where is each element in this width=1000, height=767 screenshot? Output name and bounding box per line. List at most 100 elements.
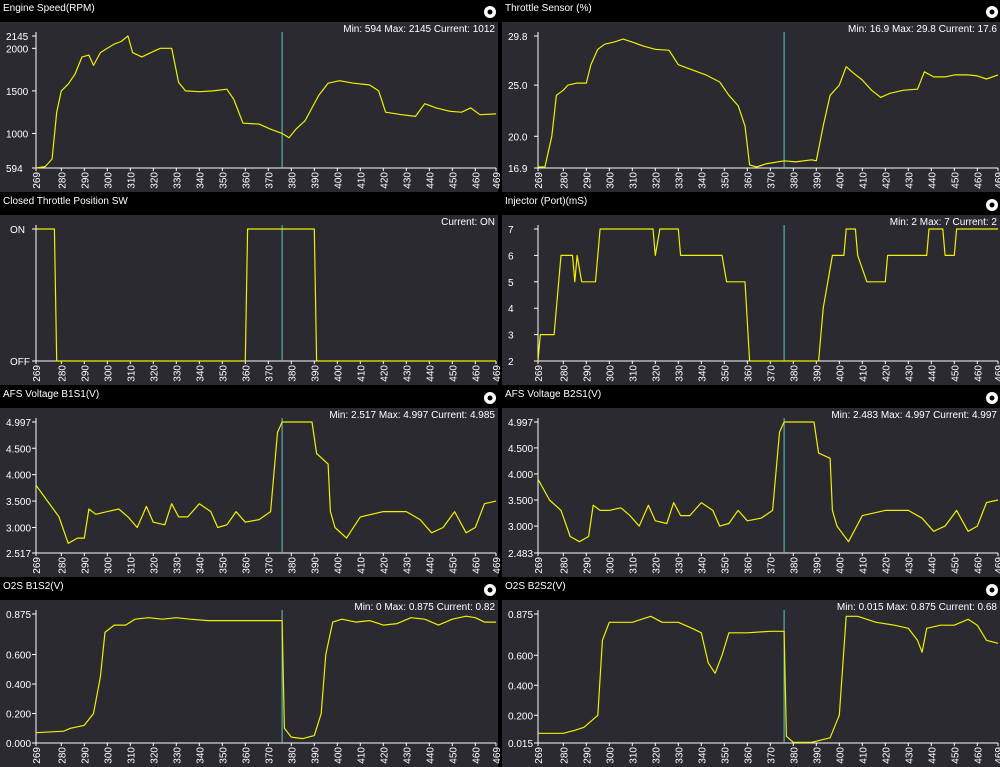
- x-tick-label: 370: [766, 747, 777, 764]
- settings-dot-icon[interactable]: [484, 392, 496, 404]
- chart-panel: O2S B1S2(V) Min: 0 Max: 0.875 Current: 0.…: [0, 578, 503, 767]
- settings-dot-icon[interactable]: [986, 199, 998, 211]
- y-tick-label: 4.997: [6, 418, 31, 429]
- chart-title: O2S B1S2(V): [3, 581, 64, 592]
- settings-dot-icon[interactable]: [484, 6, 496, 18]
- y-tick-label: 2: [508, 357, 514, 368]
- x-tick-label: 370: [766, 557, 777, 574]
- x-tick-label: 410: [858, 557, 869, 574]
- series-line: [537, 228, 998, 362]
- x-tick-label: 420: [881, 172, 892, 189]
- y-tick-label: 0.015: [508, 739, 533, 750]
- x-tick-label: 400: [333, 747, 344, 764]
- x-tick-label: 360: [743, 747, 754, 764]
- x-tick-label: 430: [904, 172, 915, 189]
- x-tick-label: 330: [172, 747, 183, 764]
- x-tick-label: 469: [994, 747, 1000, 764]
- series-line: [538, 38, 999, 168]
- x-tick-label: 300: [103, 172, 114, 189]
- plot-area: [0, 22, 498, 192]
- chart-stats: Min: 2.517 Max: 4.997 Current: 4.985: [329, 410, 495, 421]
- y-tick-label: 4.000: [6, 471, 31, 482]
- x-tick-label: 450: [950, 365, 961, 382]
- x-tick-label: 300: [103, 557, 114, 574]
- x-tick-label: 269: [32, 747, 43, 764]
- x-tick-label: 390: [310, 747, 321, 764]
- x-tick-label: 320: [651, 365, 662, 382]
- x-tick-label: 440: [425, 557, 436, 574]
- x-tick-label: 469: [492, 747, 503, 764]
- x-tick-label: 420: [379, 365, 390, 382]
- x-tick-label: 450: [448, 747, 459, 764]
- settings-dot-icon[interactable]: [484, 584, 496, 596]
- settings-dot-icon[interactable]: [986, 584, 998, 596]
- y-tick-label: 4.997: [508, 418, 533, 429]
- settings-dot-icon[interactable]: [986, 6, 998, 18]
- x-tick-label: 370: [264, 172, 275, 189]
- x-tick-label: 450: [950, 172, 961, 189]
- y-tick-label: 7: [508, 225, 514, 236]
- x-tick-label: 420: [881, 747, 892, 764]
- chart-svg: Throttle Sensor (%) Min: 16.9 Max: 29.8 C…: [502, 3, 1000, 192]
- x-tick-label: 469: [994, 557, 1000, 574]
- chart-svg: AFS Voltage B2S1(V) Min: 2.483 Max: 4.997…: [502, 389, 1000, 577]
- x-tick-label: 310: [126, 557, 137, 574]
- chart-panel: AFS Voltage B1S1(V) Min: 2.517 Max: 4.997…: [0, 386, 503, 577]
- x-tick-label: 420: [379, 747, 390, 764]
- x-tick-label: 440: [425, 172, 436, 189]
- x-tick-label: 460: [973, 172, 984, 189]
- x-tick-label: 390: [310, 365, 321, 382]
- chart-title: Closed Throttle Position SW: [3, 196, 128, 207]
- x-tick-label: 370: [766, 365, 777, 382]
- y-tick-label: OFF: [10, 357, 30, 368]
- x-tick-label: 330: [172, 557, 183, 574]
- chart-stats: Min: 0.015 Max: 0.875 Current: 0.68: [837, 602, 998, 613]
- y-tick-label: 0.600: [6, 651, 31, 662]
- y-tick-label: 0.200: [6, 710, 31, 721]
- x-tick-label: 360: [743, 365, 754, 382]
- x-tick-label: 280: [57, 747, 68, 764]
- chart-title: O2S B2S2(V): [505, 581, 566, 592]
- x-tick-label: 330: [674, 365, 685, 382]
- x-tick-label: 410: [356, 557, 367, 574]
- x-tick-label: 460: [973, 557, 984, 574]
- x-tick-label: 469: [994, 365, 1000, 382]
- x-tick-label: 380: [287, 747, 298, 764]
- x-tick-label: 370: [766, 172, 777, 189]
- x-tick-label: 400: [333, 172, 344, 189]
- x-tick-label: 290: [582, 365, 593, 382]
- x-tick-label: 300: [605, 172, 616, 189]
- chart-stats: Min: 594 Max: 2145 Current: 1012: [343, 24, 495, 35]
- x-tick-label: 430: [904, 747, 915, 764]
- x-tick-label: 380: [287, 365, 298, 382]
- y-tick-label: 25.0: [508, 81, 528, 92]
- y-tick-label: 3.000: [508, 522, 533, 533]
- x-tick-label: 280: [57, 172, 68, 189]
- x-tick-label: 390: [812, 172, 823, 189]
- plot-area: [502, 22, 1000, 192]
- x-tick-label: 290: [582, 747, 593, 764]
- y-tick-label: 1000: [6, 129, 29, 140]
- x-tick-label: 390: [310, 557, 321, 574]
- x-tick-label: 360: [743, 557, 754, 574]
- x-tick-label: 370: [264, 747, 275, 764]
- x-tick-label: 410: [356, 747, 367, 764]
- x-tick-label: 290: [80, 172, 91, 189]
- chart-svg: O2S B1S2(V) Min: 0 Max: 0.875 Current: 0.…: [0, 581, 503, 767]
- y-tick-label: 2000: [6, 44, 29, 55]
- x-tick-label: 400: [835, 747, 846, 764]
- x-tick-label: 360: [241, 747, 252, 764]
- series-line: [36, 228, 496, 362]
- chart-stats: Current: ON: [441, 217, 495, 228]
- x-tick-label: 440: [927, 365, 938, 382]
- x-tick-label: 320: [651, 747, 662, 764]
- x-tick-label: 420: [881, 557, 892, 574]
- x-tick-label: 320: [651, 172, 662, 189]
- y-tick-label: 0.000: [6, 739, 31, 750]
- settings-dot-icon[interactable]: [986, 392, 998, 404]
- x-tick-label: 300: [103, 365, 114, 382]
- x-tick-label: 430: [402, 365, 413, 382]
- y-tick-label: 0.400: [6, 680, 31, 691]
- x-tick-label: 350: [720, 172, 731, 189]
- x-tick-label: 310: [126, 747, 137, 764]
